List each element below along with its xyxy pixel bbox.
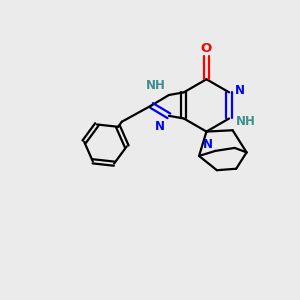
Text: N: N [235,84,244,98]
Text: N: N [154,120,164,133]
Text: N: N [203,138,213,151]
Text: NH: NH [146,79,166,92]
Text: NH: NH [236,115,256,128]
Text: O: O [201,42,212,55]
